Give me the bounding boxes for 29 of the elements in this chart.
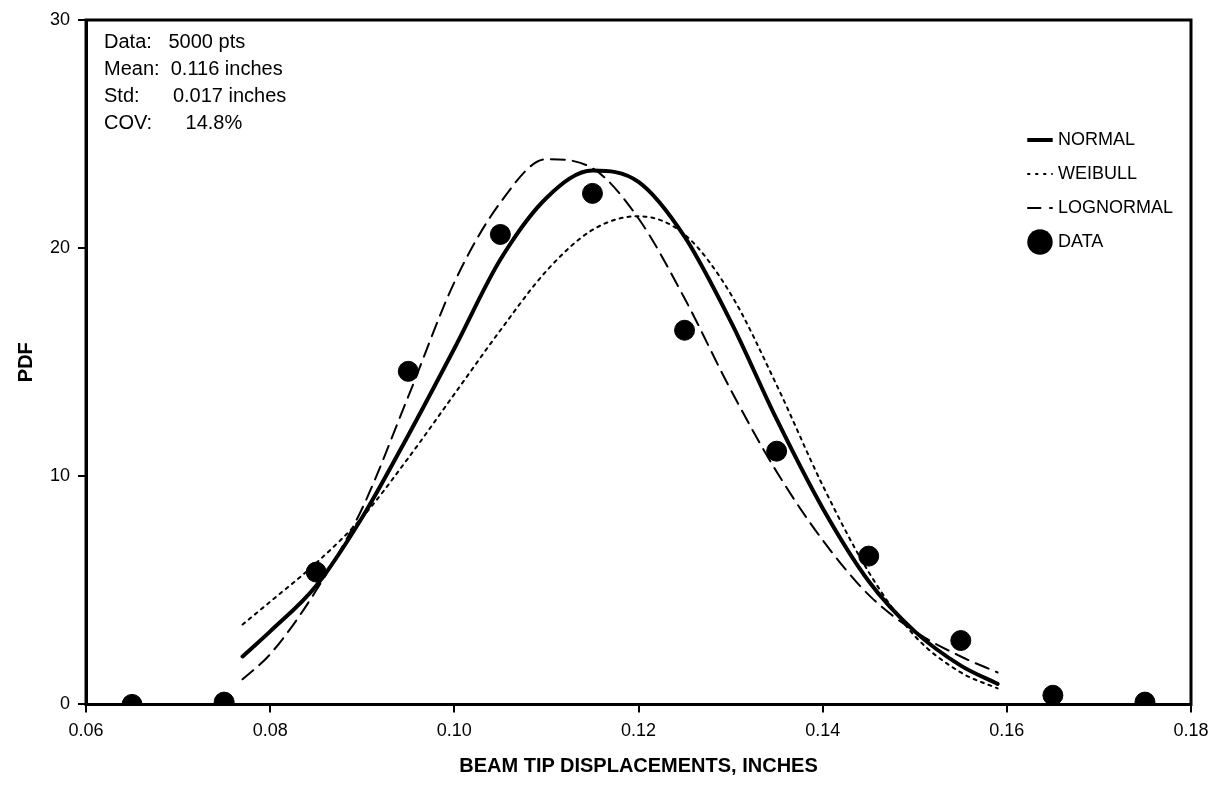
y-axis-title: PDF [13,342,36,383]
y-tick-label: 10 [49,465,71,486]
x-tick-label: 0.18 [1173,720,1209,741]
point [766,440,788,462]
x-axis-title: BEAM TIP DISPLACEMENTS, INCHES [459,753,818,776]
y-tick-label: 20 [49,237,71,258]
point [1042,684,1064,705]
y-tick-label: 0 [60,693,71,714]
x-tick-label: 0.06 [68,720,104,741]
legend-label: WEIBULL [1057,162,1138,183]
annotation: Mean: 0.116 inches [104,56,283,79]
point [674,319,696,341]
x-tick-label: 0.10 [436,720,472,741]
legend-label: NORMAL [1057,128,1135,149]
x-tick-label: 0.12 [620,720,657,741]
y-tick-label: 30 [49,8,71,29]
point [950,630,972,652]
annotation: Std: 0.017 inches [104,83,287,106]
legend-label: DATA [1057,230,1104,251]
x-tick-label: 0.08 [252,720,288,741]
x-tick-label: 0.14 [805,720,841,741]
x-tick-label: 0.16 [989,720,1025,741]
point [397,360,419,382]
annotation: Data: 5000 pts [104,29,246,52]
point [858,545,880,567]
legend-label: LOGNORMAL [1057,196,1174,217]
annotation: COV: 14.8% [104,110,243,133]
point [581,182,603,204]
point [489,223,511,245]
